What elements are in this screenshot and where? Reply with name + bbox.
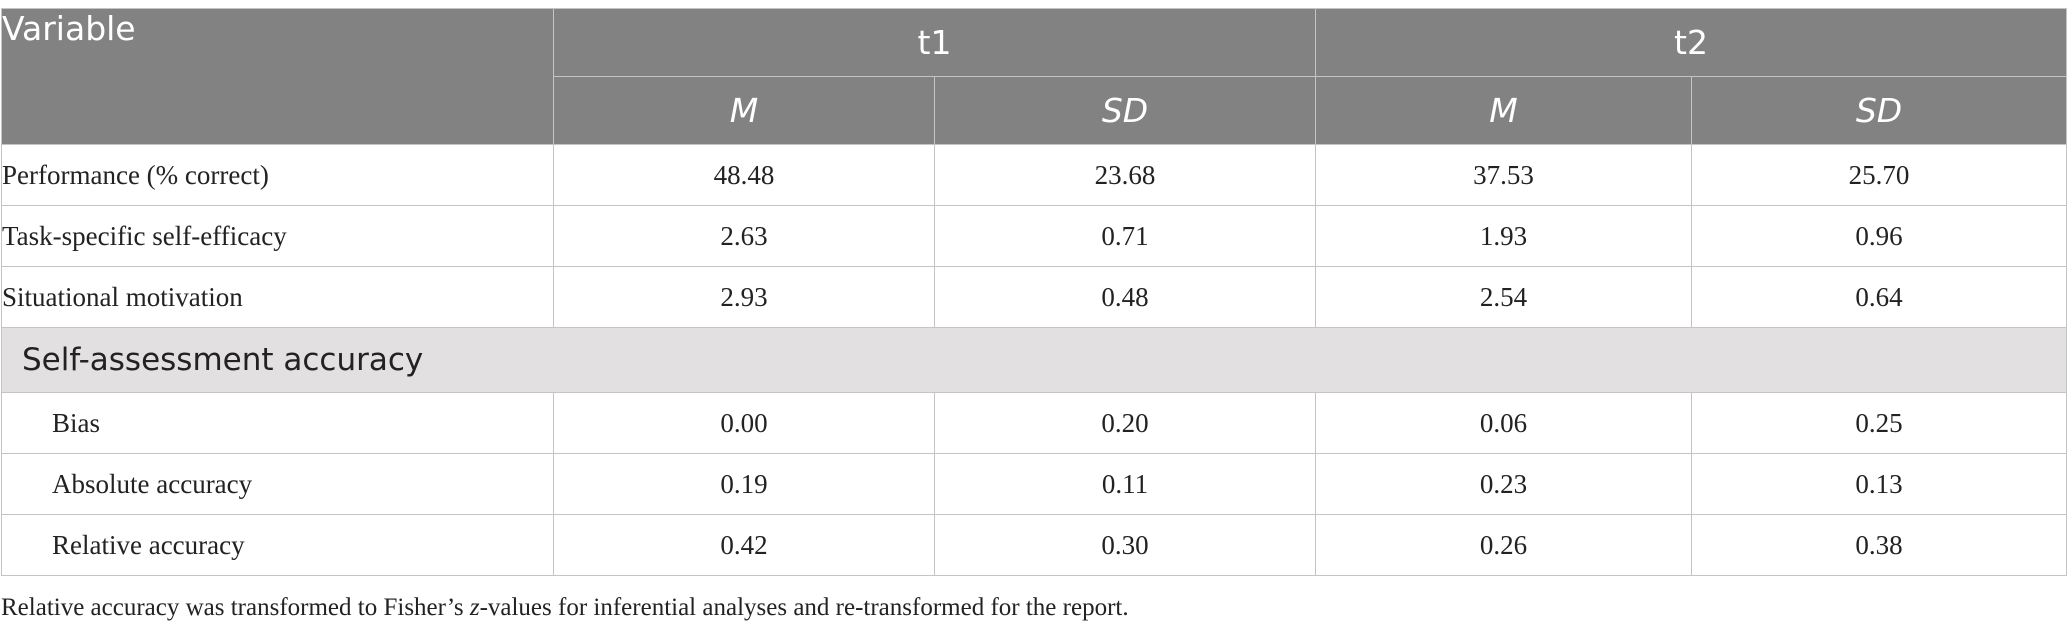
cell-t2-mean: 2.54 xyxy=(1315,266,1692,328)
cell-t2-sd: 0.96 xyxy=(1691,205,2067,267)
footnote-italic-z: z xyxy=(469,594,480,621)
header-t2-sd: SD xyxy=(1691,76,2067,145)
cell-t2-mean: 0.26 xyxy=(1315,514,1692,576)
cell-t2-mean: 37.53 xyxy=(1315,144,1692,206)
cell-t1-sd: 0.11 xyxy=(934,453,1316,515)
footnote-text-end: -values for inferential analyses and re-… xyxy=(479,594,1129,621)
row-label: Absolute accuracy xyxy=(1,453,554,515)
row-label: Situational motivation xyxy=(1,266,554,328)
table-row: Bias 0.00 0.20 0.06 0.25 xyxy=(1,392,2067,454)
header-group-t2: t2 xyxy=(1315,8,2067,77)
cell-t1-sd: 23.68 xyxy=(934,144,1316,206)
table-row: Situational motivation 2.93 0.48 2.54 0.… xyxy=(1,266,2067,328)
section-row: Self-assessment accuracy xyxy=(1,327,2067,393)
row-label: Performance (% correct) xyxy=(1,144,554,206)
header-group-t1: t1 xyxy=(553,8,1316,77)
table-row: Task-specific self-efficacy 2.63 0.71 1.… xyxy=(1,205,2067,267)
header-t1-mean: M xyxy=(553,76,935,145)
table-row: Absolute accuracy 0.19 0.11 0.23 0.13 xyxy=(1,453,2067,515)
row-label: Relative accuracy xyxy=(1,514,554,576)
header-row-stats: M SD M SD xyxy=(2,76,2067,145)
cell-t2-sd: 25.70 xyxy=(1691,144,2067,206)
cell-t2-mean: 0.23 xyxy=(1315,453,1692,515)
section-label: Self-assessment accuracy xyxy=(1,327,2067,393)
cell-t1-sd: 0.30 xyxy=(934,514,1316,576)
cell-t1-sd: 0.20 xyxy=(934,392,1316,454)
cell-t2-sd: 0.13 xyxy=(1691,453,2067,515)
cell-t2-mean: 1.93 xyxy=(1315,205,1692,267)
row-label: Task-specific self-efficacy xyxy=(1,205,554,267)
header-row-groups: Variable t1 t2 xyxy=(1,8,2067,145)
descriptive-statistics-table: Variable t1 t2 M SD M SD Performance (% … xyxy=(1,8,2067,576)
cell-t1-sd: 0.71 xyxy=(934,205,1316,267)
table-row: Relative accuracy 0.42 0.30 0.26 0.38 xyxy=(1,514,2067,576)
cell-t1-mean: 2.93 xyxy=(553,266,935,328)
cell-t1-sd: 0.48 xyxy=(934,266,1316,328)
header-t1-sd: SD xyxy=(934,76,1316,145)
header-t2-mean: M xyxy=(1315,76,1692,145)
cell-t1-mean: 48.48 xyxy=(553,144,935,206)
cell-t2-sd: 0.38 xyxy=(1691,514,2067,576)
cell-t1-mean: 2.63 xyxy=(553,205,935,267)
table-footnote: Relative accuracy was transformed to Fis… xyxy=(1,594,1129,622)
cell-t2-mean: 0.06 xyxy=(1315,392,1692,454)
cell-t2-sd: 0.64 xyxy=(1691,266,2067,328)
header-variable: Variable xyxy=(1,8,554,145)
cell-t1-mean: 0.00 xyxy=(553,392,935,454)
cell-t1-mean: 0.19 xyxy=(553,453,935,515)
cell-t1-mean: 0.42 xyxy=(553,514,935,576)
cell-t2-sd: 0.25 xyxy=(1691,392,2067,454)
table-row: Performance (% correct) 48.48 23.68 37.5… xyxy=(1,144,2067,206)
footnote-text-start: Relative accuracy was transformed to Fis… xyxy=(1,594,470,621)
row-label: Bias xyxy=(1,392,554,454)
